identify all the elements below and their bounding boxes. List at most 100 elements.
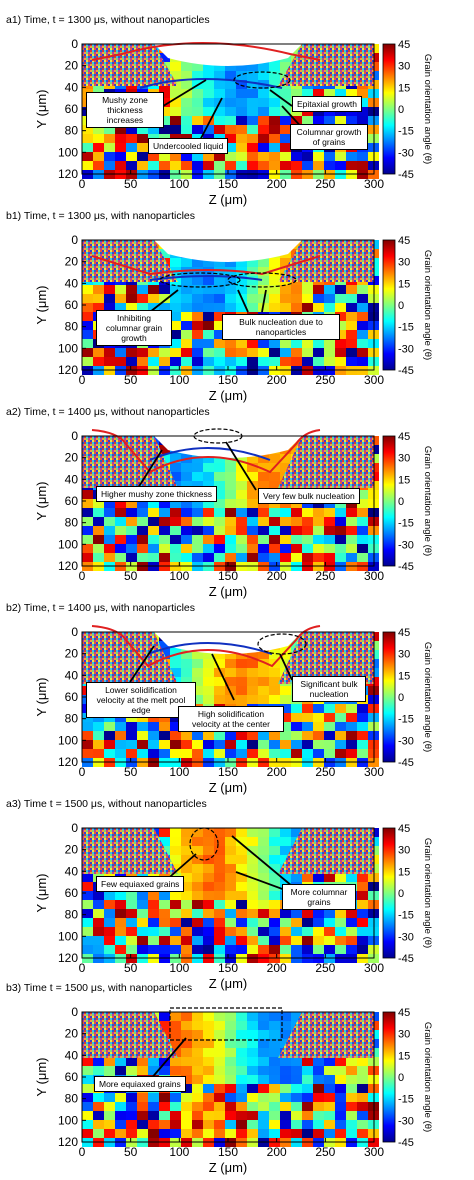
grain-cell [137, 125, 148, 134]
grain-cell [313, 1111, 324, 1120]
grain-cell [346, 553, 357, 562]
grain-cell [280, 828, 291, 837]
grain-cell [247, 499, 258, 508]
grain-cell [302, 1111, 313, 1120]
grain-cell [247, 882, 258, 891]
grain-cell [335, 116, 346, 125]
grain-cell [181, 116, 192, 125]
grain-cell [203, 900, 214, 909]
grain-cell [214, 517, 225, 526]
y-tick-label: 0 [71, 429, 78, 443]
grain-cell [225, 553, 236, 562]
grain-cell [181, 348, 192, 357]
grain-cell [192, 535, 203, 544]
grain-cell [280, 837, 291, 846]
grain-cell [247, 909, 258, 918]
grain-cell [104, 1120, 115, 1129]
grain-cell [346, 348, 357, 357]
grain-cell [236, 258, 247, 267]
grain-cell [357, 303, 368, 312]
grain-cell [137, 134, 148, 143]
grain-cell [126, 722, 137, 731]
grain-cell [148, 544, 159, 553]
grain-cell [247, 945, 258, 954]
grain-cell [214, 258, 225, 267]
grain-cell [280, 1039, 291, 1048]
grain-cell [269, 846, 280, 855]
grain-cell [126, 125, 137, 134]
grain-cell [357, 339, 368, 348]
y-tick-label: 80 [65, 124, 79, 138]
grain-cell [291, 828, 302, 837]
grain-cell [181, 553, 192, 562]
grain-cell [159, 641, 170, 650]
figure-panel-b1: b1) Time, t = 1300 μs, with nanoparticle… [0, 210, 474, 406]
panel-title: a1) Time, t = 1300 μs, without nanoparti… [6, 14, 210, 26]
grain-cell [335, 1093, 346, 1102]
grain-cell [82, 1075, 93, 1084]
grain-cell [192, 544, 203, 553]
grain-cell [302, 161, 313, 170]
grain-cell [269, 71, 280, 80]
grain-cell [192, 152, 203, 161]
grain-cell [324, 517, 335, 526]
colorbar-tick-label: 45 [398, 235, 410, 247]
grain-cell [192, 258, 203, 267]
grain-cell [247, 650, 258, 659]
grain-cell [170, 285, 181, 294]
grain-cell [236, 508, 247, 517]
grain-cell [181, 258, 192, 267]
grain-cell [357, 1093, 368, 1102]
grain-cell [280, 303, 291, 312]
grain-cell [357, 713, 368, 722]
grain-cell [335, 553, 346, 562]
grain-cell [247, 828, 258, 837]
grain-cell [93, 526, 104, 535]
colorbar-tick-label: 45 [398, 823, 410, 835]
grain-cell [302, 544, 313, 553]
grain-cell [82, 1066, 93, 1075]
grain-cell [324, 89, 335, 98]
grain-cell [225, 677, 236, 686]
grain-cell [225, 650, 236, 659]
highlight-marks [189, 827, 219, 861]
x-tick-label: 150 [218, 765, 238, 779]
grain-cell [170, 463, 181, 472]
grain-cell [247, 62, 258, 71]
grain-cell [192, 526, 203, 535]
colorbar-tick-label: -15 [398, 714, 414, 726]
grain-cell [302, 1129, 313, 1138]
grain-cell [104, 909, 115, 918]
grain-cell [269, 749, 280, 758]
grain-cell [203, 1066, 214, 1075]
grain-cell [258, 891, 269, 900]
grain-cell [291, 731, 302, 740]
grain-cell [291, 517, 302, 526]
grain-cell [258, 535, 269, 544]
colorbar-tick-label: 0 [398, 1072, 404, 1084]
grain-cell [203, 1075, 214, 1084]
grain-cell [104, 1066, 115, 1075]
grain-cell [126, 553, 137, 562]
grain-cell [203, 98, 214, 107]
grain-cell [346, 535, 357, 544]
grain-cell [258, 276, 269, 285]
grain-cell [225, 348, 236, 357]
grain-cell [236, 357, 247, 366]
grain-cell [236, 535, 247, 544]
grain-cell [82, 535, 93, 544]
grain-cell [247, 891, 258, 900]
grain-cell [214, 526, 225, 535]
grain-cell [126, 526, 137, 535]
grain-cell [181, 89, 192, 98]
grain-cell [214, 1111, 225, 1120]
grain-cell [280, 704, 291, 713]
grain-cell [214, 339, 225, 348]
grain-cell [346, 704, 357, 713]
grain-cell [192, 668, 203, 677]
grain-cell [247, 454, 258, 463]
grain-cell [192, 677, 203, 686]
grain-cell [126, 544, 137, 553]
grain-cell [192, 837, 203, 846]
grain-cell [104, 143, 115, 152]
